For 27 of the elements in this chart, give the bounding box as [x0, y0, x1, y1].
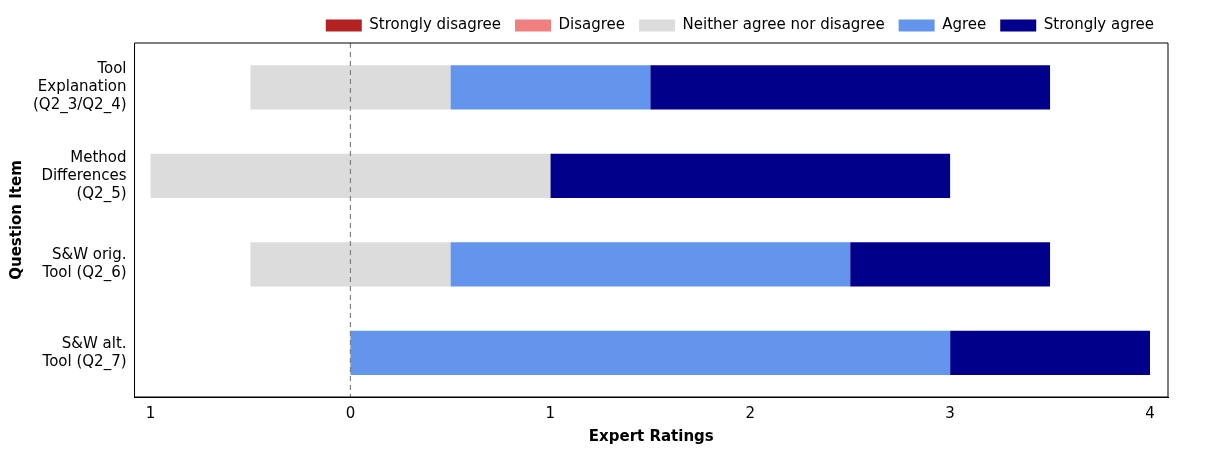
y-tick-label: Method Differences (Q2_5): [41, 147, 127, 203]
legend-label: Strongly disagree: [369, 15, 502, 34]
bar: [450, 65, 651, 110]
bar: [450, 242, 851, 287]
bar: [150, 153, 551, 198]
y-axis-title: Question Item: [6, 160, 25, 280]
x-tick-label: 1: [145, 403, 156, 422]
bar: [350, 330, 951, 375]
legend-label: Disagree: [558, 15, 626, 34]
legend-label: Strongly agree: [1043, 15, 1155, 34]
x-tick-label: 2: [745, 403, 755, 422]
x-tick-label: 1: [545, 403, 556, 422]
bar: [850, 242, 1051, 287]
legend-label: Agree: [942, 15, 987, 34]
bar: [250, 65, 451, 110]
y-tick-label: S&W alt. Tool (Q2_7): [41, 333, 127, 371]
bar: [250, 242, 451, 287]
x-tick-label: 4: [1145, 403, 1155, 422]
y-tick-label: S&W orig. Tool (Q2_6): [41, 245, 127, 283]
legend-label: Neither agree nor disagree: [682, 15, 885, 34]
bar: [650, 65, 1051, 110]
bar: [950, 330, 1151, 375]
bar: [550, 153, 951, 198]
x-axis-title: Expert Ratings: [588, 426, 714, 445]
x-tick-label: 0: [345, 403, 356, 422]
y-tick-label: Tool Explanation (Q2_3/Q2_4): [33, 59, 127, 115]
x-tick-label: 3: [945, 403, 955, 422]
